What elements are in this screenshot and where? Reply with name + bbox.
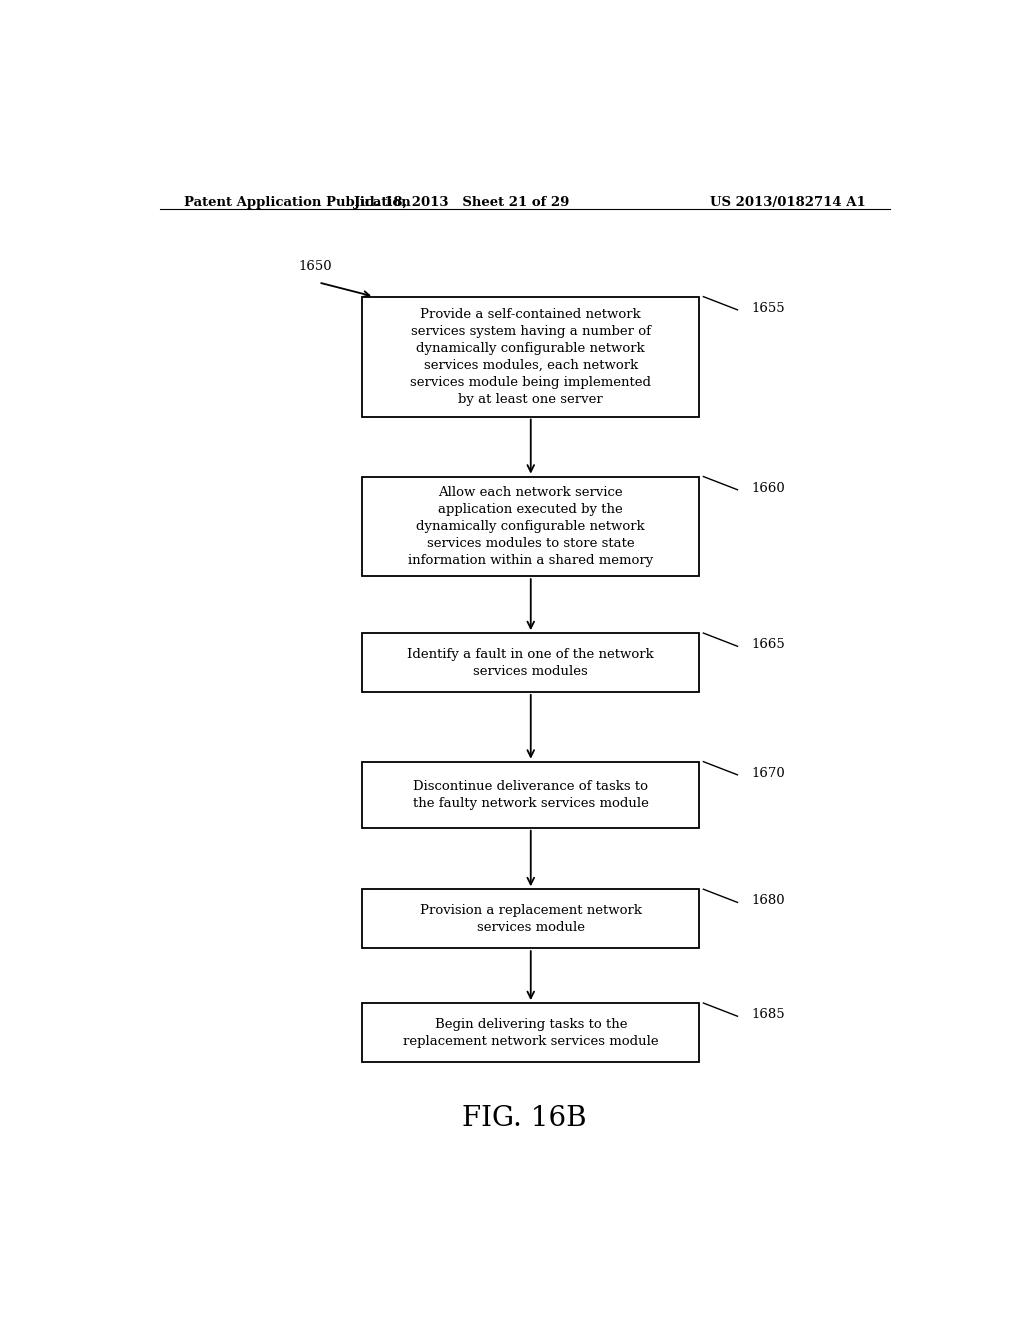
Text: Allow each network service
application executed by the
dynamically configurable : Allow each network service application e… [409,486,653,566]
Text: Identify a fault in one of the network
services modules: Identify a fault in one of the network s… [408,648,654,677]
Bar [362,477,699,576]
Text: 1665: 1665 [751,638,784,651]
Text: Provision a replacement network
services module: Provision a replacement network services… [420,904,642,933]
Bar [362,1003,699,1063]
Text: Provide a self-contained network
services system having a number of
dynamically : Provide a self-contained network service… [411,308,651,405]
Text: 1670: 1670 [751,767,784,780]
Text: 1660: 1660 [751,482,784,495]
Bar [362,634,699,692]
Text: US 2013/0182714 A1: US 2013/0182714 A1 [711,195,866,209]
Text: 1650: 1650 [299,260,332,273]
Text: Jul. 18, 2013   Sheet 21 of 29: Jul. 18, 2013 Sheet 21 of 29 [353,195,569,209]
Text: Patent Application Publication: Patent Application Publication [183,195,411,209]
Bar [362,890,699,948]
Text: 1680: 1680 [751,894,784,907]
Text: FIG. 16B: FIG. 16B [463,1105,587,1133]
Text: Begin delivering tasks to the
replacement network services module: Begin delivering tasks to the replacemen… [402,1018,658,1048]
Text: 1685: 1685 [751,1008,784,1022]
Bar [362,297,699,417]
Text: Discontinue deliverance of tasks to
the faulty network services module: Discontinue deliverance of tasks to the … [413,780,648,809]
Text: 1655: 1655 [751,302,784,314]
Bar [362,762,699,828]
